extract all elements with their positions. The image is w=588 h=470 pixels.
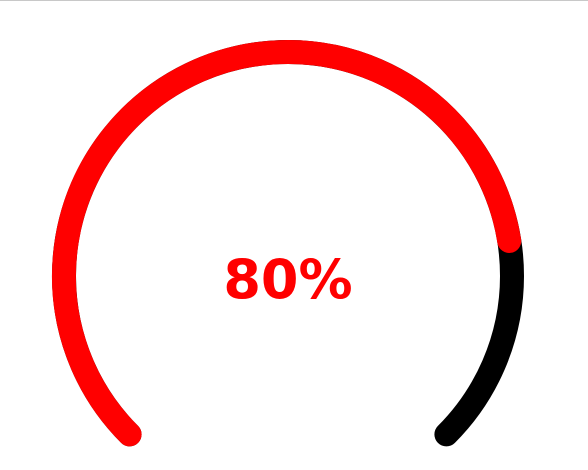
gauge-progress-arc — [52, 40, 522, 447]
top-border-divider — [0, 0, 588, 1]
gauge-value-label: 80% — [223, 248, 353, 311]
